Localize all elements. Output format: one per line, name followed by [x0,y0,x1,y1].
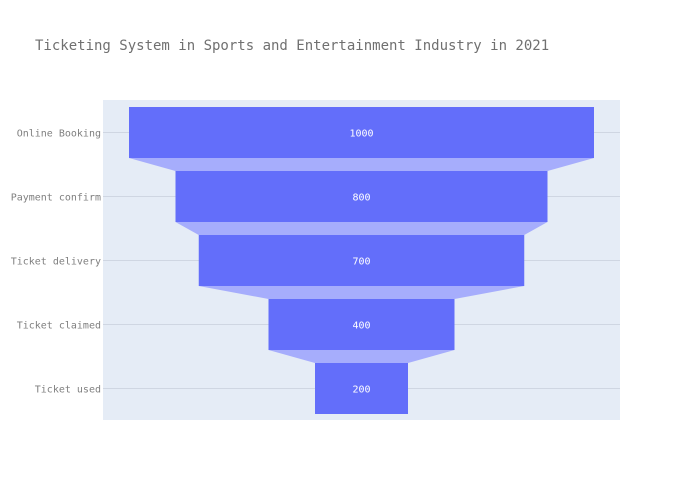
funnel-connector [129,158,594,171]
funnel-bar[interactable] [175,171,548,222]
funnel-connector [268,350,455,363]
funnel-value-label: 800 [352,193,370,204]
funnel-value-label: 200 [352,385,370,396]
funnel-value-label: 400 [352,321,370,332]
funnel-connector [198,286,525,299]
funnel-bar[interactable] [129,107,594,158]
stage-tick-label: Online Booking [17,129,101,140]
funnel-bar[interactable] [268,299,455,350]
stage-tick-label: Payment confirm [11,193,101,204]
stage-tick-label: Ticket claimed [17,321,101,332]
funnel-value-label: 700 [352,257,370,268]
stage-tick-label: Ticket delivery [11,257,101,268]
funnel-bar[interactable] [315,363,408,414]
funnel-connector [175,222,548,235]
funnel-bar[interactable] [198,235,525,286]
funnel-value-label: 1000 [349,129,373,140]
stage-tick-label: Ticket used [35,385,101,396]
chart-title: Ticketing System in Sports and Entertain… [35,38,549,54]
